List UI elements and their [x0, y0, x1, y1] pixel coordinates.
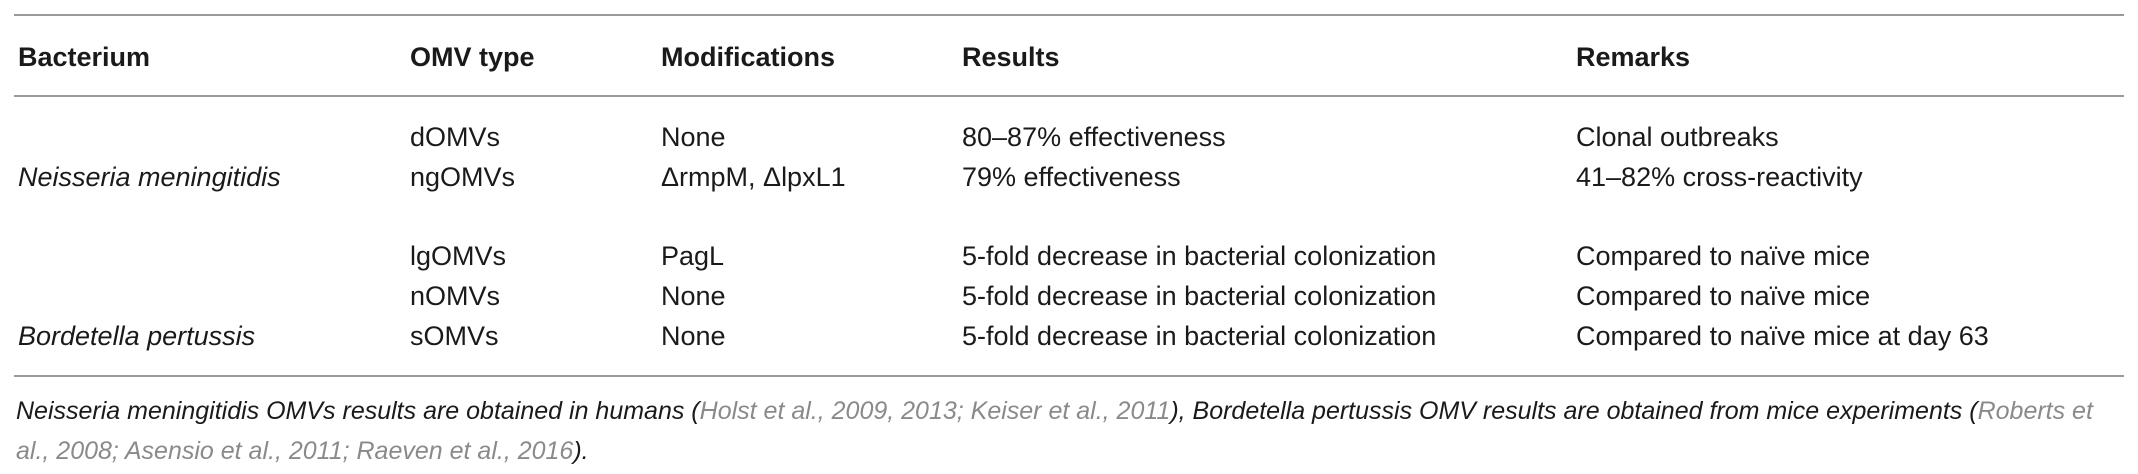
table-bottom-rule — [14, 375, 2124, 377]
table-cell-bacterium: Neisseria meningitidis — [18, 162, 281, 192]
table-cell-results: 79% effectiveness — [962, 162, 1181, 192]
citation-link[interactable]: Holst et al., 2009, 2013; Keiser et al.,… — [699, 397, 1171, 425]
table-cell-modifications: None — [661, 281, 726, 311]
table-cell-modifications: None — [661, 122, 726, 152]
header-modifications: Modifications — [661, 42, 835, 72]
footnote-text: ), Bordetella pertussis OMV results are … — [1170, 397, 1978, 425]
table-cell-remarks: Compared to naïve mice — [1576, 241, 1871, 271]
table-cell-omv-type: lgOMVs — [410, 241, 507, 271]
table-cell-remarks: Compared to naïve mice at day 63 — [1576, 321, 1989, 351]
header-bacterium: Bacterium — [18, 42, 151, 72]
table-cell-modifications: None — [661, 321, 726, 351]
table-cell-omv-type: sOMVs — [410, 321, 499, 351]
table-cell-remarks: Clonal outbreaks — [1576, 122, 1779, 152]
table-cell-modifications: ΔrmpM, ΔlpxL1 — [661, 162, 846, 192]
footnote-text: Neisseria meningitidis OMVs results are … — [16, 397, 700, 425]
table-footnote: Neisseria meningitidis OMVs results are … — [16, 391, 2116, 471]
table-top-rule — [14, 14, 2124, 16]
header-results: Results — [962, 42, 1060, 72]
table-cell-results: 5-fold decrease in bacterial colonizatio… — [962, 241, 1437, 271]
header-remarks: Remarks — [1576, 42, 1691, 72]
table-cell-results: 5-fold decrease in bacterial colonizatio… — [962, 281, 1437, 311]
table-cell-modifications: PagL — [661, 241, 725, 271]
table-cell-remarks: 41–82% cross-reactivity — [1576, 162, 1863, 192]
table-cell-omv-type: nOMVs — [410, 281, 501, 311]
table-header-rule — [14, 95, 2124, 97]
table-cell-omv-type: dOMVs — [410, 122, 501, 152]
table-cell-omv-type: ngOMVs — [410, 162, 516, 192]
table-cell-bacterium: Bordetella pertussis — [18, 321, 256, 351]
table-cell-results: 5-fold decrease in bacterial colonizatio… — [962, 321, 1437, 351]
table-cell-results: 80–87% effectiveness — [962, 122, 1226, 152]
footnote-text: ). — [573, 437, 589, 465]
table-cell-remarks: Compared to naïve mice — [1576, 281, 1871, 311]
header-omv-type: OMV type — [410, 42, 535, 72]
citation-link[interactable]: Roberts et al., 2008; Asensio et al., 20… — [16, 397, 2093, 465]
